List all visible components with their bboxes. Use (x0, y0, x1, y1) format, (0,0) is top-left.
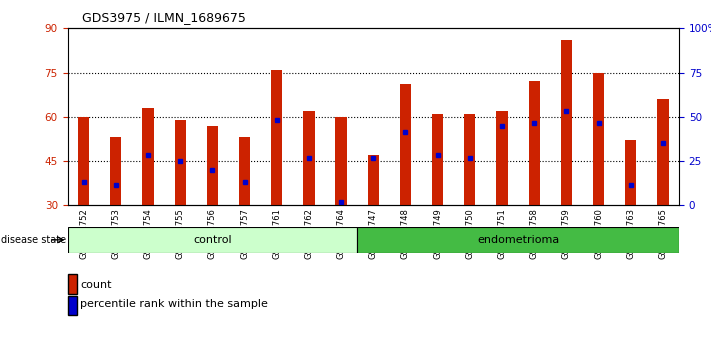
Text: disease state: disease state (1, 235, 66, 245)
Text: GDS3975 / ILMN_1689675: GDS3975 / ILMN_1689675 (82, 11, 245, 24)
Text: control: control (193, 235, 232, 245)
Bar (68, 227, 357, 253)
Bar (207, 126, 218, 205)
Bar (496, 111, 508, 205)
Bar (368, 155, 379, 205)
Bar (336, 117, 347, 205)
Bar (357, 227, 679, 253)
Bar (593, 73, 604, 205)
Bar (175, 120, 186, 205)
Bar (432, 114, 443, 205)
Text: endometrioma: endometrioma (477, 235, 560, 245)
Bar (561, 40, 572, 205)
Text: percentile rank within the sample: percentile rank within the sample (80, 299, 268, 309)
Bar (400, 84, 411, 205)
Bar (142, 108, 154, 205)
Bar (110, 137, 122, 205)
Bar (304, 111, 314, 205)
Bar (464, 114, 476, 205)
Text: count: count (80, 280, 112, 290)
Bar (239, 137, 250, 205)
Bar (657, 99, 668, 205)
Bar (78, 117, 90, 205)
Bar (625, 141, 636, 205)
Bar (271, 70, 282, 205)
Bar (528, 81, 540, 205)
